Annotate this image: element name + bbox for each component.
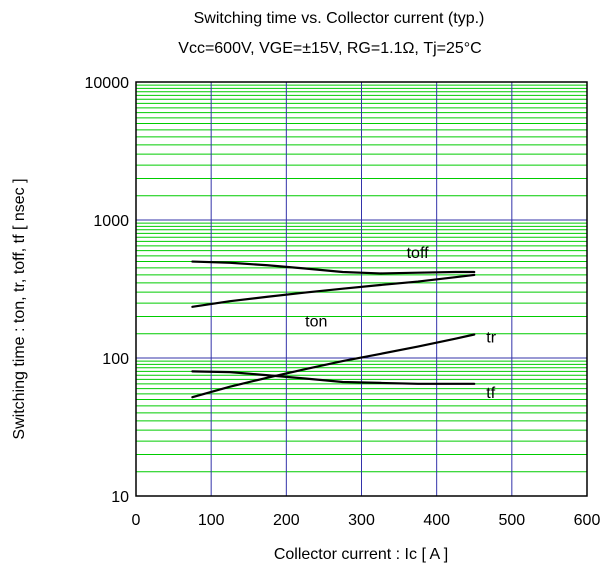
y-axis-label: Switching time : ton, tr, toff, tf [ nse… <box>11 178 28 439</box>
x-tick-label: 200 <box>273 512 300 529</box>
series-line-tf <box>191 370 476 385</box>
major-grid <box>136 82 587 496</box>
series-label-tf: tf <box>486 385 495 402</box>
series-line-tr <box>191 333 476 399</box>
plot-frame <box>135 81 588 497</box>
chart-subtitle: Vcc=600V, VGE=±15V, RG=1.1Ω, Tj=25°C <box>178 40 481 57</box>
series-label-toff: toff <box>407 245 430 262</box>
y-tick-label: 10000 <box>85 75 130 92</box>
series-lines <box>191 260 476 399</box>
x-tick-label: 100 <box>198 512 225 529</box>
series-labels: toff ton tr tf <box>305 245 497 402</box>
y-tick-label: 1000 <box>93 213 129 230</box>
x-tick-label: 600 <box>574 512 601 529</box>
y-tick-label: 10 <box>111 489 129 506</box>
x-axis-ticks: 0 100 200 300 400 500 600 <box>132 512 601 529</box>
x-tick-label: 0 <box>132 512 141 529</box>
series-label-tr: tr <box>486 330 496 347</box>
chart-title: Switching time vs. Collector current (ty… <box>194 10 485 27</box>
x-axis-label: Collector current : Ic [ A ] <box>274 546 448 563</box>
series-label-ton: ton <box>305 314 327 331</box>
series-line-toff <box>191 260 476 275</box>
x-tick-label: 400 <box>423 512 450 529</box>
x-tick-label: 500 <box>498 512 525 529</box>
x-tick-label: 300 <box>348 512 375 529</box>
y-axis-ticks: 10 100 1000 10000 <box>85 75 130 506</box>
series-line-ton <box>191 273 476 308</box>
y-tick-label: 100 <box>102 351 129 368</box>
